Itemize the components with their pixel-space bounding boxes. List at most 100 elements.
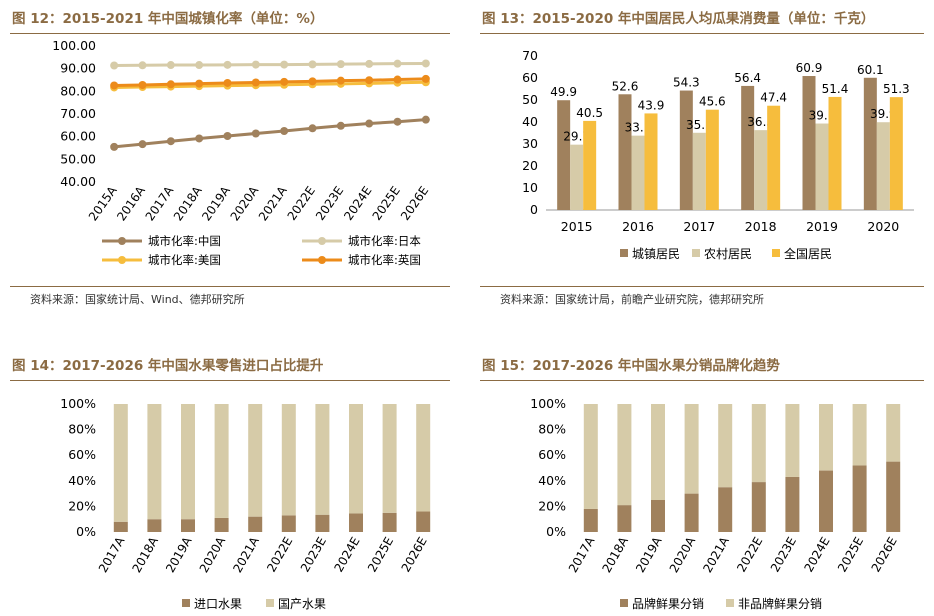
legend-label: 城市化率:美国 bbox=[148, 253, 221, 267]
x-tick-label: 2026E bbox=[398, 184, 431, 223]
x-tick-label: 2016A bbox=[114, 183, 148, 223]
data-point bbox=[223, 131, 232, 140]
data-point bbox=[365, 119, 374, 128]
bar bbox=[815, 123, 829, 210]
data-point bbox=[393, 59, 402, 68]
x-tick-label: 2015 bbox=[561, 219, 593, 234]
legend-label: 进口水果 bbox=[194, 597, 242, 611]
x-tick-label: 2018A bbox=[171, 183, 205, 223]
data-point bbox=[280, 127, 289, 135]
bar-segment bbox=[382, 512, 397, 532]
data-point bbox=[365, 59, 374, 68]
legend-label: 城市化率:英国 bbox=[348, 253, 421, 267]
data-label: 40.5 bbox=[576, 106, 603, 120]
legend-swatch bbox=[726, 599, 734, 607]
bar-segment bbox=[651, 404, 665, 500]
x-tick-label: 2024E bbox=[341, 184, 374, 223]
bar-segment bbox=[382, 404, 397, 513]
bar bbox=[570, 144, 584, 210]
bar-segment bbox=[785, 476, 800, 532]
data-point bbox=[110, 81, 119, 90]
bar-segment bbox=[819, 470, 833, 532]
data-point bbox=[393, 117, 402, 126]
bar-segment bbox=[248, 404, 263, 517]
y-tick-label: 50 bbox=[522, 92, 538, 107]
y-tick-label: 100.00 bbox=[52, 38, 96, 53]
data-label: 54.3 bbox=[673, 76, 700, 90]
x-tick-label: 2021A bbox=[256, 183, 290, 223]
source-divider bbox=[480, 286, 924, 287]
chart-title-branding-trend: 图 15：2017-2026 年中国水果分销品牌化趋势 bbox=[482, 358, 780, 374]
bar-segment bbox=[651, 500, 665, 532]
data-point bbox=[223, 78, 232, 87]
x-tick-label: 2018 bbox=[745, 219, 777, 234]
y-tick-label: 0 bbox=[530, 202, 538, 217]
legend-label: 城市化率:日本 bbox=[348, 234, 421, 248]
y-tick-label: 60% bbox=[538, 447, 566, 462]
x-tick-label: 2018A bbox=[129, 534, 161, 575]
x-tick-label: 2021A bbox=[700, 534, 732, 575]
x-tick-label: 2020A bbox=[197, 534, 229, 575]
legend-marker bbox=[318, 256, 326, 264]
x-tick-label: 2023E bbox=[298, 535, 329, 575]
data-point bbox=[421, 59, 430, 68]
x-tick-label: 2022E bbox=[264, 535, 295, 575]
data-label: 60.1 bbox=[857, 63, 884, 77]
x-tick-label: 2019A bbox=[163, 534, 195, 575]
bar-segment bbox=[181, 519, 195, 532]
y-tick-label: 0% bbox=[546, 524, 566, 539]
bar-segment bbox=[248, 516, 263, 532]
bar-segment bbox=[684, 404, 699, 494]
x-tick-label: 2019A bbox=[199, 183, 233, 223]
series-line bbox=[114, 61, 426, 67]
title-divider bbox=[480, 33, 924, 34]
data-point bbox=[166, 137, 175, 146]
data-point bbox=[251, 78, 260, 87]
bar bbox=[754, 130, 768, 210]
x-tick-label: 2018A bbox=[599, 534, 631, 575]
x-tick-label: 2025E bbox=[365, 535, 396, 575]
data-label: 56.4 bbox=[734, 71, 761, 85]
bar bbox=[644, 113, 658, 210]
source-note-fruit-consumption: 资料来源：国家统计局，前瞻产业研究院，德邦研究所 bbox=[500, 293, 764, 306]
bar bbox=[557, 100, 571, 210]
x-tick-label: 2024E bbox=[331, 535, 362, 575]
x-tick-label: 2026E bbox=[399, 535, 430, 575]
legend-swatch bbox=[692, 249, 700, 257]
y-tick-label: 60.00 bbox=[60, 129, 96, 144]
bar bbox=[705, 109, 719, 210]
x-tick-label: 2019A bbox=[633, 534, 665, 575]
chart-title-import-share: 图 14：2017-2026 年中国水果零售进口占比提升 bbox=[12, 358, 324, 374]
data-label: 49.9 bbox=[550, 85, 577, 99]
source-note-urbanization: 资料来源：国家统计局、Wind、德邦研究所 bbox=[30, 293, 245, 306]
data-point bbox=[195, 61, 204, 70]
y-tick-label: 40% bbox=[538, 473, 566, 488]
bar bbox=[889, 97, 903, 210]
bar-segment bbox=[113, 404, 128, 522]
bar-segment bbox=[315, 514, 330, 532]
import-share-stacked-chart: 0%20%40%60%80%100%2017A 2018A 2019A 2020A 20… bbox=[60, 396, 431, 611]
data-point bbox=[421, 74, 430, 83]
data-point bbox=[280, 60, 289, 69]
data-label: 60.9 bbox=[796, 61, 823, 75]
data-point bbox=[308, 77, 317, 86]
legend-swatch bbox=[620, 599, 628, 607]
data-point bbox=[166, 61, 175, 70]
bar-segment bbox=[281, 404, 296, 516]
bar-segment bbox=[785, 404, 800, 477]
x-tick-label: 2022E bbox=[285, 184, 318, 223]
y-tick-label: 20% bbox=[68, 498, 96, 513]
data-point bbox=[336, 60, 345, 69]
series-line bbox=[114, 80, 426, 89]
bar-segment bbox=[583, 404, 598, 509]
data-point bbox=[308, 60, 317, 69]
legend-marker bbox=[118, 237, 126, 245]
title-divider bbox=[480, 380, 924, 381]
data-label: 52.6 bbox=[612, 79, 639, 93]
data-label: 45.6 bbox=[699, 95, 726, 109]
legend-label: 全国居民 bbox=[784, 246, 832, 261]
data-point bbox=[195, 134, 204, 143]
data-point bbox=[110, 61, 119, 70]
bar-segment bbox=[583, 508, 598, 532]
x-tick-label: 2020A bbox=[228, 183, 262, 223]
